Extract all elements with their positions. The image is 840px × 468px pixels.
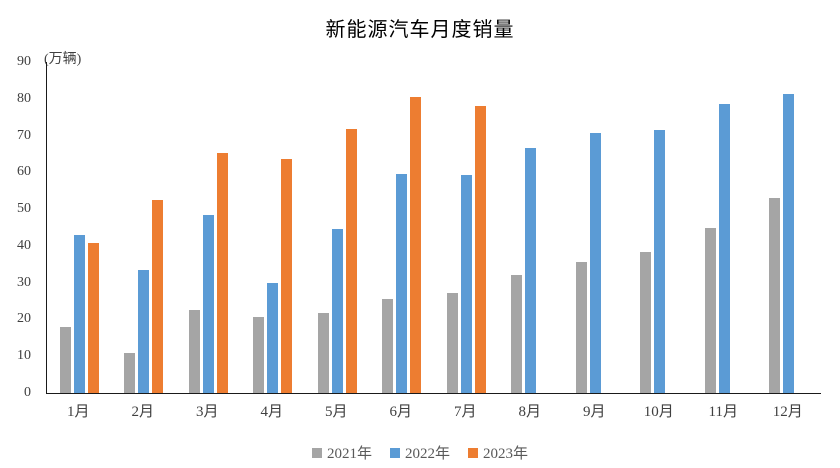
bar-2022年-4月 <box>267 283 279 393</box>
bar-2023年-3月 <box>216 152 228 393</box>
bar-group-8月 <box>499 62 564 393</box>
bar-2023年-5月 <box>345 129 357 393</box>
bar-2022年-6月 <box>396 173 408 393</box>
bar-2021年-2月 <box>124 352 136 393</box>
y-tick-10: 10 <box>17 348 31 364</box>
bar-group-1月 <box>47 62 112 393</box>
legend-item-2021年: 2021年 <box>311 442 372 463</box>
bar-2021年-12月 <box>769 197 781 393</box>
x-label-3月: 3月 <box>195 404 219 420</box>
y-tick-40: 40 <box>17 237 31 253</box>
y-tick-80: 80 <box>17 90 31 106</box>
bar-2023年-6月 <box>410 96 422 393</box>
x-label-2月: 2月 <box>131 404 154 420</box>
bar-2021年-7月 <box>446 293 458 393</box>
legend-item-2023年: 2023年 <box>468 442 528 463</box>
bar-2022年-1月 <box>73 234 85 393</box>
x-axis-labels: 1月 2月 3月 4月 5月 6月 7月 8月 9月 10月 11月 12月 <box>46 400 820 421</box>
x-label-7月: 7月 <box>453 404 477 420</box>
bar-group-12月 <box>757 62 822 393</box>
x-label-6月: 6月 <box>389 404 412 420</box>
x-label-1月: 1月 <box>66 404 90 420</box>
legend-swatch-icon <box>389 447 400 458</box>
bar-group-5月 <box>305 62 370 393</box>
bar-2021年-8月 <box>511 274 523 393</box>
bar-group-6月 <box>370 62 435 393</box>
bar-2023年-4月 <box>281 159 293 393</box>
bar-group-11月 <box>692 62 757 393</box>
chart-title: 新能源汽车月度销量 <box>325 19 515 41</box>
y-tick-20: 20 <box>17 311 31 327</box>
x-label-5月: 5月 <box>324 404 348 420</box>
bar-2022年-7月 <box>460 174 472 393</box>
bar-2022年-5月 <box>331 228 343 393</box>
x-label-11月: 11月 <box>708 404 738 420</box>
legend-swatch-icon <box>311 447 322 458</box>
y-axis-ticks: 0 10 20 30 40 50 60 70 80 90 <box>0 55 31 400</box>
plot-area <box>46 62 821 394</box>
legend-label: 2023年 <box>483 446 529 462</box>
bar-2021年-11月 <box>704 227 716 393</box>
y-tick-70: 70 <box>17 127 31 143</box>
bar-2023年-7月 <box>474 106 486 393</box>
bar-2022年-8月 <box>525 148 537 393</box>
legend: 2021年 2022年 2023年 <box>0 442 840 463</box>
x-label-12月: 12月 <box>772 404 803 420</box>
bar-2022年-9月 <box>589 132 601 393</box>
y-tick-90: 90 <box>17 54 31 69</box>
bar-2023年-1月 <box>87 242 99 393</box>
bar-group-7月 <box>434 62 499 393</box>
bar-group-10月 <box>628 62 693 393</box>
legend-label: 2021年 <box>326 446 372 462</box>
y-tick-50: 50 <box>17 201 31 217</box>
y-axis-unit-label: (万辆) <box>44 52 82 67</box>
bar-2023年-2月 <box>152 199 164 393</box>
legend-label: 2022年 <box>404 446 450 462</box>
bar-group-4月 <box>241 62 306 393</box>
bar-group-9月 <box>563 62 628 393</box>
x-label-10月: 10月 <box>643 404 674 420</box>
legend-item-2022年: 2022年 <box>389 442 450 463</box>
bar-2022年-2月 <box>138 270 150 393</box>
bar-2021年-3月 <box>188 309 200 393</box>
bar-2021年-5月 <box>317 313 329 393</box>
bar-2021年-9月 <box>575 261 587 393</box>
x-label-4月: 4月 <box>260 404 283 420</box>
bar-2022年-11月 <box>718 103 730 393</box>
bar-2022年-12月 <box>783 93 795 393</box>
y-tick-0: 0 <box>24 385 31 400</box>
x-label-8月: 8月 <box>518 404 541 420</box>
x-label-9月: 9月 <box>582 404 606 420</box>
bar-2021年-10月 <box>640 252 652 393</box>
y-tick-30: 30 <box>17 274 31 290</box>
bar-2022年-3月 <box>202 215 214 393</box>
bar-group-3月 <box>176 62 241 393</box>
bar-group-2月 <box>112 62 177 393</box>
bar-2021年-1月 <box>59 327 71 393</box>
bar-2021年-6月 <box>382 298 394 393</box>
legend-swatch-icon <box>468 447 478 458</box>
y-tick-60: 60 <box>17 164 31 180</box>
bar-2021年-4月 <box>253 317 265 393</box>
bar-2022年-10月 <box>654 130 666 393</box>
